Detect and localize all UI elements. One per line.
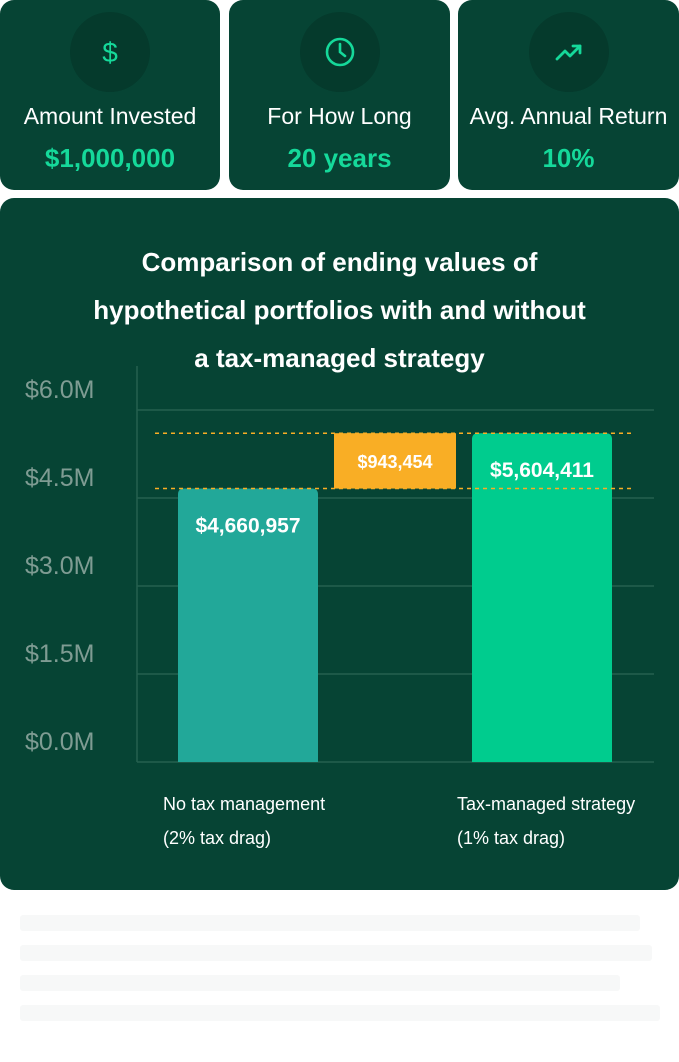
chart-title-line: hypothetical portfolios with and without [93,295,586,325]
footnote-placeholder [20,915,660,1035]
stat-value: 10% [542,143,595,173]
category-label: Tax-managed strategy [457,794,635,814]
stat-label: For How Long [267,103,412,129]
chart-card: Comparison of ending values of hypotheti… [0,198,679,890]
bar-value-label: $5,604,411 [490,459,594,482]
bar [472,433,612,762]
clock-icon [299,12,380,92]
y-tick-label: $6.0M [25,376,94,404]
difference-label: $943,454 [357,452,432,472]
y-tick-label: $3.0M [25,552,94,580]
y-tick-label: $4.5M [25,464,94,492]
stat-label: Avg. Annual Return [469,103,668,129]
category-label: (1% tax drag) [457,828,565,848]
bar [178,488,318,762]
category-label: No tax management [163,794,325,814]
y-tick-label: $0.0M [25,728,94,756]
stat-value: $1,000,000 [44,143,176,173]
bar-chart: $6.0M $4.5M $3.0M $1.5M $0.0M $4,660,957 No ta… [25,366,654,848]
dollar-icon: $ [70,12,150,92]
trending-up-icon [528,12,609,92]
y-tick-label: $1.5M [25,640,94,668]
category-label: (2% tax drag) [163,828,271,848]
stat-card-annual-return: Avg. Annual Return 10% [458,0,679,190]
bar-value-label: $4,660,957 [195,515,300,538]
chart-title-line: Comparison of ending values of [141,247,538,277]
stat-card-amount-invested: $ Amount Invested $1,000,000 [0,0,220,190]
stat-value: 20 years [287,143,392,173]
chart-title-line: a tax-managed strategy [194,343,485,373]
stat-label: Amount Invested [23,103,197,129]
svg-text:$: $ [102,37,118,68]
chart-title: Comparison of ending values of hypotheti… [60,238,619,382]
stat-card-duration: For How Long 20 years [229,0,450,190]
difference-box [334,433,456,489]
